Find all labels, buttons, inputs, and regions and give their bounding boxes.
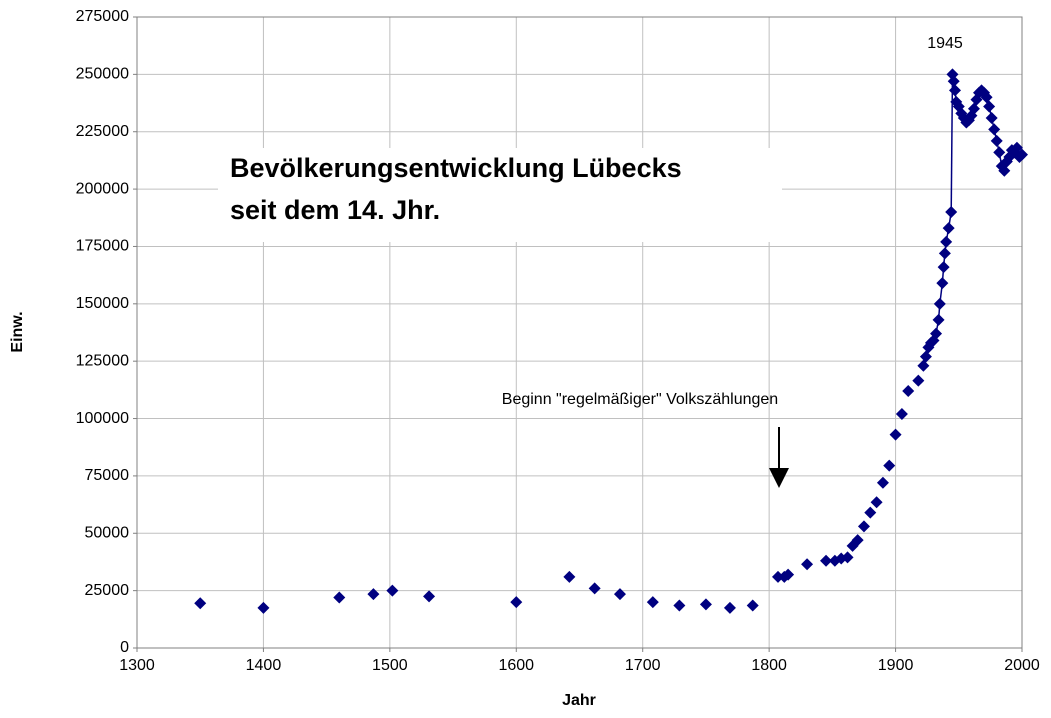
marker <box>942 222 955 235</box>
marker <box>932 313 945 326</box>
x-tick-label: 1700 <box>625 657 661 674</box>
marker <box>883 459 896 472</box>
marker <box>912 374 925 387</box>
marker <box>841 551 854 564</box>
marker <box>423 590 436 603</box>
x-tick-label: 1900 <box>878 657 914 674</box>
marker <box>936 277 949 290</box>
marker <box>851 534 864 547</box>
plot-border <box>136 16 1023 649</box>
marker <box>588 582 601 595</box>
y-tick-label: 100000 <box>76 410 129 427</box>
marker <box>933 297 946 310</box>
marker <box>820 554 833 567</box>
y-tick-label: 275000 <box>76 8 129 25</box>
marker <box>985 111 998 124</box>
annotation: 1945 <box>927 35 963 52</box>
marker <box>993 146 1006 159</box>
x-tick-label: 2000 <box>1004 657 1040 674</box>
marker <box>864 506 877 519</box>
marker <box>902 385 915 398</box>
x-tick-label: 1800 <box>751 657 787 674</box>
marker <box>930 327 943 340</box>
annotation: Beginn "regelmäßiger" Volkszählungen <box>502 391 778 408</box>
marker <box>980 91 993 104</box>
marker <box>613 588 626 601</box>
y-tick-label: 225000 <box>76 123 129 140</box>
marker <box>988 123 1001 136</box>
marker <box>801 558 814 571</box>
marker <box>948 84 961 97</box>
y-tick-label: 175000 <box>76 238 129 255</box>
marker <box>782 568 795 581</box>
marker <box>917 359 930 372</box>
marker <box>967 102 980 115</box>
marker <box>940 235 953 248</box>
y-tick-label: 75000 <box>85 467 130 484</box>
marker <box>673 599 686 612</box>
marker <box>990 134 1003 147</box>
marker <box>919 350 932 363</box>
marker <box>998 164 1011 177</box>
y-tick-label: 200000 <box>76 180 129 197</box>
chart-title: Bevölkerungsentwicklung Lübecks <box>230 153 682 183</box>
x-axis-label: Jahr <box>562 692 596 709</box>
marker <box>895 407 908 420</box>
y-tick-label: 25000 <box>85 582 130 599</box>
marker <box>937 261 950 274</box>
marker <box>723 601 736 614</box>
y-axis-label: Einw. <box>9 311 26 352</box>
x-tick-label: 1600 <box>498 657 534 674</box>
marker <box>510 596 523 609</box>
marker <box>257 601 270 614</box>
chart-title: seit dem 14. Jhr. <box>230 195 440 225</box>
x-tick-label: 1400 <box>246 657 282 674</box>
marker <box>983 100 996 113</box>
marker <box>563 570 576 583</box>
y-tick-label: 50000 <box>85 524 130 541</box>
y-tick-label: 150000 <box>76 295 129 312</box>
arrow-head <box>769 468 789 488</box>
marker <box>333 591 346 604</box>
marker <box>699 598 712 611</box>
marker <box>876 476 889 489</box>
marker <box>367 588 380 601</box>
marker <box>938 247 951 260</box>
y-tick-label: 250000 <box>76 66 129 83</box>
marker <box>646 596 659 609</box>
marker <box>386 584 399 597</box>
marker <box>194 597 207 610</box>
marker <box>1016 148 1028 161</box>
x-tick-label: 1500 <box>372 657 408 674</box>
marker <box>870 496 883 509</box>
marker <box>746 599 759 612</box>
marker <box>857 520 870 533</box>
marker <box>945 206 958 219</box>
marker <box>947 75 960 88</box>
title-box <box>218 148 782 242</box>
marker <box>889 428 902 441</box>
marker <box>771 570 784 583</box>
x-tick-label: 1300 <box>119 657 155 674</box>
y-tick-label: 125000 <box>76 352 129 369</box>
connector <box>950 74 954 213</box>
y-tick-label: 0 <box>120 639 129 656</box>
